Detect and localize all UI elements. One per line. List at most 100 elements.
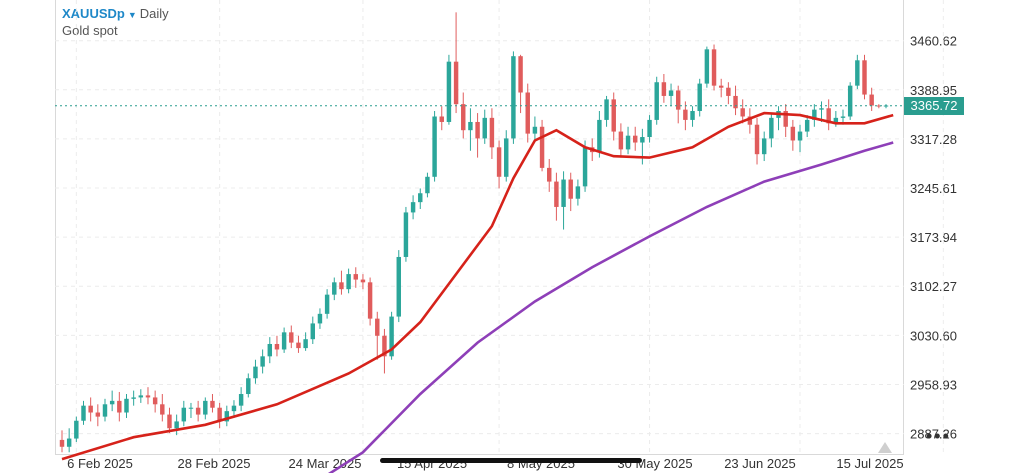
candle-body <box>274 343 280 350</box>
candle-body <box>324 294 330 314</box>
candle-body <box>790 126 796 141</box>
ma-fast-line <box>61 111 894 461</box>
candle-body <box>396 256 401 317</box>
candle-body <box>625 135 631 150</box>
candle-body <box>131 397 136 399</box>
candle-body <box>525 92 530 134</box>
candle-body <box>152 397 158 405</box>
candle-body <box>174 421 179 429</box>
candle-body <box>597 119 602 153</box>
candle-body <box>718 85 724 88</box>
candle-body <box>195 407 201 415</box>
candle-body <box>102 404 108 417</box>
candle-body <box>81 405 86 421</box>
candle-body <box>109 400 115 405</box>
candle-body <box>740 108 745 117</box>
candle-body <box>281 332 287 350</box>
candle-body <box>582 147 588 187</box>
candle-body <box>238 394 244 406</box>
candle-body <box>360 279 366 283</box>
candle-body <box>203 400 208 415</box>
current-price-tag: 3365.72 <box>904 96 964 115</box>
candle-body <box>532 126 538 134</box>
candle-body <box>661 82 667 96</box>
candle-body <box>367 282 373 319</box>
candle-body <box>711 49 717 86</box>
candle-body <box>389 316 394 357</box>
candle-body <box>769 117 774 139</box>
candle-body <box>432 116 437 177</box>
candle-body <box>317 313 323 324</box>
candle-body <box>668 90 674 96</box>
candle-body <box>554 181 559 207</box>
y-tick-label: 3388.95 <box>910 83 957 98</box>
candle-body <box>231 405 237 412</box>
candle-body <box>382 335 387 357</box>
candle-body <box>303 339 308 349</box>
candle-body <box>210 400 215 408</box>
candle-body <box>840 116 846 118</box>
candle-body <box>66 438 72 447</box>
candle-body <box>504 138 509 177</box>
chevron-down-icon[interactable]: ▼ <box>127 10 137 20</box>
candle-body <box>511 56 516 139</box>
candle-body <box>145 395 151 398</box>
candle-body <box>697 83 702 112</box>
y-tick-label: 2887.26 <box>910 427 957 442</box>
candle-body <box>690 111 695 120</box>
candle-body <box>353 274 358 280</box>
x-tick-label: 15 Jul 2025 <box>836 456 903 471</box>
candle-body <box>489 117 495 148</box>
candle-body <box>783 111 788 127</box>
candle-body <box>826 108 831 124</box>
candle-body <box>188 407 194 409</box>
candle-body <box>632 135 638 143</box>
x-tick-label: 23 Jun 2025 <box>724 456 796 471</box>
candle-body <box>604 99 609 120</box>
candle-body <box>59 439 65 447</box>
x-tick-label: 28 Feb 2025 <box>177 456 250 471</box>
candle-body <box>410 202 416 213</box>
y-tick-label: 3317.28 <box>910 132 957 147</box>
y-tick-label: 3102.27 <box>910 279 957 294</box>
candle-body <box>339 282 344 290</box>
candle-body <box>611 99 616 132</box>
candle-body <box>74 420 79 439</box>
candle-body <box>310 323 316 340</box>
candle-body <box>181 407 187 422</box>
candle-body <box>640 137 645 143</box>
more-horizontal-icon[interactable]: ••• <box>926 426 951 446</box>
candle-body <box>618 131 624 150</box>
y-tick-label: 3460.62 <box>910 34 957 49</box>
candle-body <box>289 332 294 343</box>
candle-body <box>217 407 222 422</box>
candle-body <box>568 179 573 199</box>
y-tick-label: 2958.93 <box>910 377 957 392</box>
candle-body <box>726 87 731 96</box>
candle-body <box>138 395 144 398</box>
candle-body <box>654 82 659 120</box>
candle-body <box>267 343 273 357</box>
candle-body <box>167 414 172 429</box>
candle-body <box>246 378 251 395</box>
candle-body <box>747 116 753 125</box>
candle-body <box>95 412 101 417</box>
candle-body <box>418 193 423 203</box>
scroll-right-icon[interactable] <box>878 442 892 453</box>
symbol-selector[interactable]: XAUUSDp <box>62 6 125 21</box>
candle-body <box>346 274 351 290</box>
candle-body <box>117 400 122 413</box>
candle-body <box>124 398 129 413</box>
candle-body <box>88 405 93 413</box>
candle-body <box>260 356 265 367</box>
candle-body <box>425 176 430 194</box>
candle-body <box>761 138 767 155</box>
y-tick-label: 3173.94 <box>910 230 957 245</box>
candle-body <box>439 116 444 122</box>
candle-body <box>224 411 230 422</box>
scrollbar[interactable] <box>380 458 642 463</box>
candle-body <box>754 124 760 155</box>
candle-body <box>812 109 817 120</box>
candle-body <box>876 105 882 107</box>
